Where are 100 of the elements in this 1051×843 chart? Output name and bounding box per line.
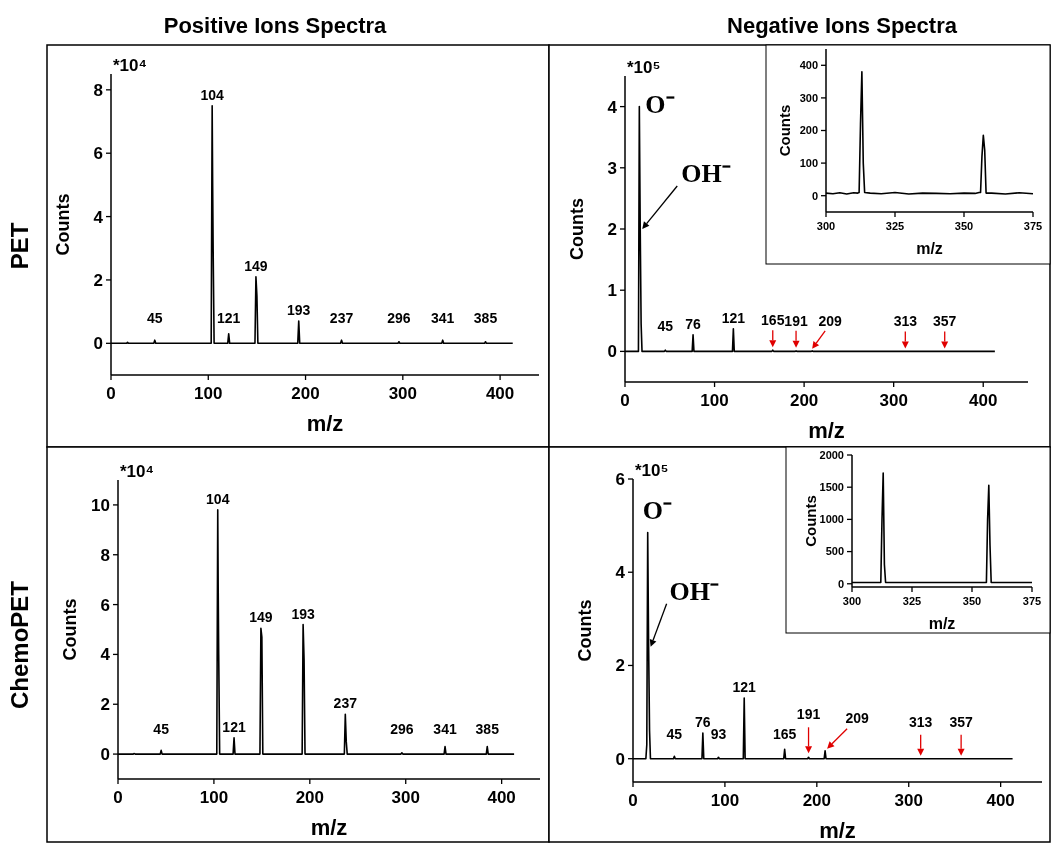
annotation: 165 bbox=[772, 725, 797, 742]
annotation: 149 bbox=[244, 257, 268, 274]
y-tick-label: 400 bbox=[799, 59, 818, 72]
y-tick-label: 10 bbox=[91, 495, 110, 515]
chart-title: Positive Ions Spectra bbox=[163, 13, 388, 38]
annotation: 45 bbox=[657, 318, 674, 335]
annotation: 296 bbox=[390, 721, 414, 738]
x-tick-label: 100 bbox=[194, 384, 223, 403]
annotation: 121 bbox=[721, 309, 746, 326]
x-tick-label: 400 bbox=[487, 788, 516, 807]
annotation: 385 bbox=[473, 310, 498, 327]
y-tick-label: 0 bbox=[811, 189, 818, 202]
y-tick-label: 8 bbox=[100, 545, 110, 565]
y-tick-label: 300 bbox=[799, 91, 818, 104]
y-tick-label: 2 bbox=[93, 270, 103, 290]
y-tick-label: 0 bbox=[100, 745, 110, 765]
x-tick-label: 100 bbox=[710, 791, 740, 810]
y-tick-label: 6 bbox=[615, 469, 625, 489]
annotation: 385 bbox=[475, 721, 500, 738]
annotation: 104 bbox=[206, 490, 230, 507]
x-tick-label: 375 bbox=[1023, 220, 1043, 232]
x-tick-label: 300 bbox=[842, 595, 862, 607]
x-tick-label: 200 bbox=[295, 788, 325, 807]
annotation: *10⁴ bbox=[113, 56, 147, 75]
annotation: 357 bbox=[933, 313, 957, 330]
annotation: 76 bbox=[685, 315, 702, 332]
y-tick-label: 2 bbox=[100, 695, 110, 715]
x-tick-label: 400 bbox=[969, 391, 998, 410]
y-tick-label: 4 bbox=[93, 207, 104, 227]
x-tick-label: 0 bbox=[628, 791, 638, 810]
annotation: 191 bbox=[784, 312, 808, 329]
x-tick-label: 300 bbox=[388, 384, 418, 403]
annotation: 237 bbox=[333, 695, 358, 712]
annotation: O⁻ bbox=[645, 89, 675, 119]
text: PET bbox=[6, 222, 33, 270]
y-tick-label: 500 bbox=[825, 545, 844, 558]
x-axis-title: m/z bbox=[306, 411, 344, 436]
y-tick-label: 0 bbox=[607, 342, 617, 362]
y-tick-label: 3 bbox=[607, 158, 617, 178]
annotation: 313 bbox=[893, 313, 918, 330]
y-tick-label: 1000 bbox=[819, 513, 844, 526]
annotation: 121 bbox=[217, 310, 241, 327]
y-axis-title: Counts bbox=[60, 598, 80, 661]
y-tick-label: 2 bbox=[615, 656, 625, 676]
y-tick-label: 4 bbox=[607, 97, 618, 117]
annotation: 209 bbox=[818, 312, 843, 329]
y-tick-label: 2000 bbox=[819, 448, 844, 461]
x-tick-label: 100 bbox=[700, 391, 729, 410]
y-axis-title: Counts bbox=[776, 104, 793, 157]
annotation: OH⁻ bbox=[681, 159, 731, 188]
annotation: 149 bbox=[249, 609, 273, 626]
x-tick-label: 0 bbox=[113, 788, 123, 807]
x-tick-label: 375 bbox=[1022, 595, 1042, 607]
x-axis-title: m/z bbox=[808, 418, 845, 443]
y-tick-label: 4 bbox=[100, 645, 111, 665]
x-tick-label: 325 bbox=[902, 595, 922, 607]
annotation: 191 bbox=[796, 706, 821, 723]
annotation: 76 bbox=[695, 714, 711, 731]
y-tick-label: 0 bbox=[93, 334, 103, 354]
annotation: 165 bbox=[761, 312, 785, 329]
annotation: 45 bbox=[146, 310, 163, 327]
annotation: OH⁻ bbox=[669, 576, 720, 606]
x-tick-label: 400 bbox=[485, 384, 515, 403]
annotation: 237 bbox=[329, 310, 354, 327]
annotation: 121 bbox=[222, 718, 246, 735]
annotation: 357 bbox=[949, 713, 974, 730]
y-axis-title: Counts bbox=[53, 193, 73, 256]
x-tick-label: 350 bbox=[954, 220, 974, 232]
x-axis-title: m/z bbox=[310, 815, 348, 840]
x-axis-title: m/z bbox=[928, 615, 956, 632]
annotation: 93 bbox=[710, 725, 727, 742]
annotation: O⁻ bbox=[642, 495, 672, 525]
annotation: 193 bbox=[291, 605, 315, 622]
annotation: *10⁴ bbox=[120, 462, 154, 481]
x-tick-label: 300 bbox=[879, 391, 908, 410]
annotation: 313 bbox=[909, 713, 933, 730]
annotation: *10⁵ bbox=[627, 58, 661, 77]
y-tick-label: 1 bbox=[607, 281, 617, 301]
annotation: 45 bbox=[666, 725, 683, 742]
x-tick-label: 300 bbox=[894, 791, 923, 810]
y-axis-title: Counts bbox=[802, 495, 819, 547]
x-tick-label: 200 bbox=[291, 384, 320, 403]
y-tick-label: 8 bbox=[93, 80, 103, 100]
annotation: 104 bbox=[200, 86, 225, 103]
y-axis-title: Counts bbox=[567, 198, 587, 260]
y-tick-label: 200 bbox=[799, 124, 818, 137]
x-tick-label: 100 bbox=[199, 788, 229, 807]
x-tick-label: 400 bbox=[986, 791, 1015, 810]
x-axis-title: m/z bbox=[819, 818, 856, 843]
annotation: 296 bbox=[387, 310, 411, 327]
y-tick-label: 2 bbox=[607, 219, 617, 239]
y-tick-label: 100 bbox=[799, 156, 818, 169]
y-tick-label: 6 bbox=[100, 595, 110, 615]
annotation: 341 bbox=[431, 310, 455, 327]
text: ChemoPET bbox=[6, 580, 33, 710]
x-tick-label: 350 bbox=[962, 595, 982, 607]
y-tick-label: 6 bbox=[93, 144, 103, 164]
y-tick-label: 0 bbox=[615, 749, 625, 769]
y-tick-label: 4 bbox=[615, 563, 626, 583]
x-tick-label: 300 bbox=[391, 788, 420, 807]
